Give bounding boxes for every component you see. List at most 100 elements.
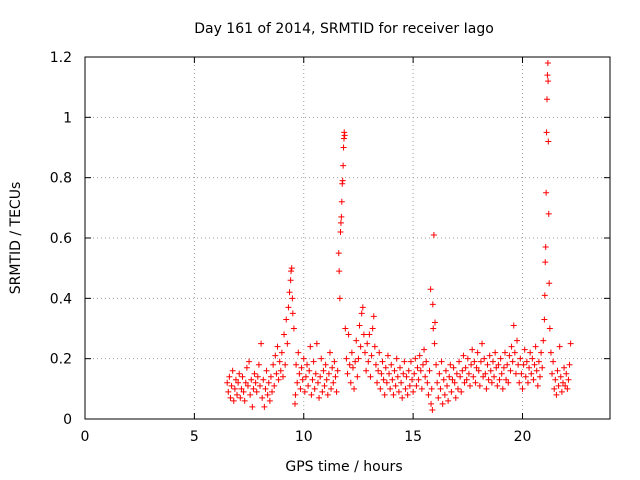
data-point xyxy=(538,349,545,356)
data-point xyxy=(428,400,435,407)
data-point xyxy=(506,352,513,359)
data-point xyxy=(500,364,507,371)
data-point xyxy=(241,397,248,404)
data-point xyxy=(290,325,297,332)
data-point xyxy=(519,385,526,392)
data-point xyxy=(252,379,259,386)
data-point xyxy=(292,400,298,407)
data-point xyxy=(263,367,270,374)
data-point xyxy=(452,394,459,401)
data-point xyxy=(547,349,554,356)
data-point xyxy=(414,364,421,371)
data-point xyxy=(334,367,341,374)
data-point xyxy=(309,376,316,383)
data-point xyxy=(254,373,261,380)
data-point xyxy=(503,376,510,383)
data-point xyxy=(330,379,337,386)
data-point xyxy=(311,385,318,392)
data-point xyxy=(354,373,361,380)
data-point xyxy=(437,385,444,392)
data-point xyxy=(553,391,560,398)
data-point xyxy=(473,364,480,371)
data-point xyxy=(464,355,471,362)
data-point xyxy=(304,361,311,368)
data-point xyxy=(242,379,249,386)
data-point xyxy=(448,388,455,395)
data-point xyxy=(287,277,294,284)
data-point xyxy=(565,376,572,383)
data-point xyxy=(430,231,437,238)
data-point xyxy=(378,370,385,377)
data-point xyxy=(369,325,376,332)
data-point xyxy=(299,376,306,383)
data-point xyxy=(246,358,253,365)
data-point xyxy=(532,343,539,350)
data-point xyxy=(508,343,515,350)
plot-frame xyxy=(84,56,611,420)
data-point xyxy=(412,355,419,362)
data-point xyxy=(321,382,328,389)
data-point xyxy=(545,78,552,85)
data-point xyxy=(324,391,331,398)
data-point xyxy=(545,210,552,217)
data-point xyxy=(349,364,356,371)
data-point xyxy=(391,367,398,374)
data-point xyxy=(497,355,504,362)
data-point xyxy=(510,322,517,329)
data-point xyxy=(527,349,534,356)
data-point xyxy=(372,361,379,368)
data-point xyxy=(296,370,303,377)
data-point xyxy=(279,373,286,380)
data-point xyxy=(342,325,349,332)
data-point xyxy=(444,382,451,389)
data-point xyxy=(518,370,525,377)
data-point xyxy=(382,364,389,371)
data-point xyxy=(521,346,528,353)
data-point xyxy=(511,349,518,356)
data-point xyxy=(336,268,343,275)
data-point xyxy=(249,403,256,410)
data-point xyxy=(260,376,267,383)
data-point xyxy=(322,361,329,368)
data-point xyxy=(345,331,352,338)
data-point xyxy=(535,358,542,365)
data-point xyxy=(231,385,238,392)
data-point xyxy=(426,367,433,374)
data-point xyxy=(554,367,561,374)
data-point xyxy=(393,355,400,362)
data-point xyxy=(439,400,446,407)
data-point xyxy=(344,370,351,377)
data-point xyxy=(283,316,290,323)
data-point xyxy=(409,376,416,383)
data-point xyxy=(407,358,414,365)
data-point xyxy=(312,370,319,377)
data-point xyxy=(297,385,304,392)
data-point xyxy=(240,388,247,395)
data-point xyxy=(398,379,405,386)
data-point xyxy=(356,322,363,329)
data-point xyxy=(380,376,387,383)
data-point xyxy=(367,373,374,380)
x-tick-label: 20 xyxy=(514,429,532,445)
data-point xyxy=(558,388,565,395)
data-point xyxy=(390,391,397,398)
data-point xyxy=(485,376,492,383)
data-point xyxy=(516,379,523,386)
data-point xyxy=(533,367,540,374)
data-point xyxy=(323,376,330,383)
data-point xyxy=(273,370,280,377)
data-point xyxy=(399,394,406,401)
data-point xyxy=(468,361,475,368)
data-point xyxy=(341,135,347,142)
data-point xyxy=(267,373,274,380)
x-axis-label: GPS time / hours xyxy=(285,459,402,475)
data-point xyxy=(562,382,569,389)
data-point xyxy=(429,301,436,308)
data-point xyxy=(375,367,382,374)
data-point xyxy=(261,403,268,410)
data-point xyxy=(377,385,384,392)
data-point xyxy=(289,310,296,317)
data-point xyxy=(405,367,412,374)
data-point xyxy=(544,72,551,79)
data-point xyxy=(512,370,519,377)
